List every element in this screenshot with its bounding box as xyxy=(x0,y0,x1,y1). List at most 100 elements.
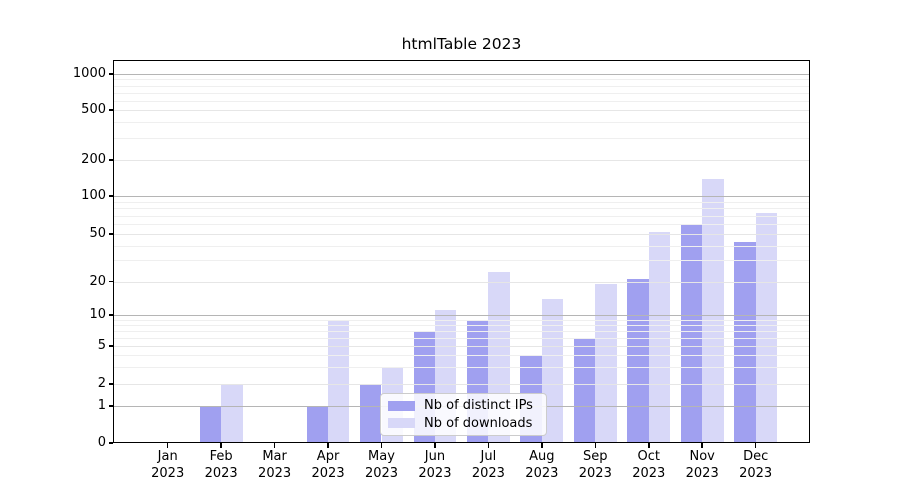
gridline-minor xyxy=(113,201,810,203)
x-tick-month: Feb xyxy=(209,449,233,464)
gridline-minor xyxy=(113,324,810,326)
x-tick-month: Dec xyxy=(743,449,769,464)
gridline-minor xyxy=(113,319,810,321)
bar-ips-sep xyxy=(573,337,596,443)
gridline xyxy=(113,160,810,161)
y-tick xyxy=(109,233,113,235)
x-tick-label: Dec 2023 xyxy=(726,449,786,482)
x-tick xyxy=(754,443,757,448)
x-tick-label: Jun 2023 xyxy=(405,449,465,482)
x-tick xyxy=(327,443,329,448)
gridline-major xyxy=(113,195,810,197)
y-tick-label: 500 xyxy=(81,102,106,117)
x-tick-year: 2023 xyxy=(258,465,292,481)
x-tick-month: Apr xyxy=(316,449,340,464)
legend-swatch-downloads xyxy=(388,418,415,429)
y-tick xyxy=(109,73,113,75)
x-tick-year: 2023 xyxy=(632,465,666,481)
y-tick-label: 5 xyxy=(97,338,106,353)
x-tick xyxy=(648,443,650,448)
gridline xyxy=(113,110,810,111)
gridline-minor xyxy=(113,224,810,225)
y-tick-label: 2 xyxy=(97,376,106,391)
legend-label: Nb of distinct IPs xyxy=(424,398,533,414)
bar-downloads-oct xyxy=(648,231,671,443)
x-tick xyxy=(487,443,490,448)
x-tick-label: Jul 2023 xyxy=(458,449,518,482)
x-tick-label: Feb 2023 xyxy=(191,449,251,482)
x-tick-month: Oct xyxy=(637,449,660,464)
x-tick-month: Mar xyxy=(262,449,287,464)
x-tick xyxy=(594,443,597,448)
x-tick-year: 2023 xyxy=(151,465,185,481)
x-tick xyxy=(220,443,222,448)
bar-downloads-nov xyxy=(702,179,724,443)
bar-ips-dec xyxy=(734,241,756,443)
y-tick-label: 20 xyxy=(89,273,106,289)
bar-downloads-apr xyxy=(328,319,350,443)
gridline-minor xyxy=(113,355,810,357)
y-tick-label: 0 xyxy=(97,435,106,450)
bar-ips-nov xyxy=(680,224,703,443)
x-tick-month: Aug xyxy=(529,449,555,464)
y-tick xyxy=(109,383,113,385)
x-tick xyxy=(380,443,383,448)
legend-swatch-distinct-ips xyxy=(388,400,415,411)
gridline-minor xyxy=(113,208,810,210)
x-tick xyxy=(434,443,436,448)
y-tick-label: 50 xyxy=(89,226,106,241)
gridline-minor xyxy=(113,337,810,339)
y-tick-label: 1 xyxy=(97,398,106,413)
y-tick xyxy=(109,442,113,444)
x-tick-year: 2023 xyxy=(364,465,399,481)
chart-title: htmlTable 2023 xyxy=(401,35,522,53)
x-tick-year: 2023 xyxy=(311,465,345,481)
x-tick xyxy=(541,443,543,448)
x-tick-label: Oct 2023 xyxy=(619,449,679,482)
bar-ips-may xyxy=(360,384,382,443)
bar-ips-oct xyxy=(627,278,649,443)
x-tick-year: 2023 xyxy=(471,465,505,481)
gridline-minor xyxy=(113,245,810,247)
x-tick-label: Aug 2023 xyxy=(512,449,572,482)
y-tick xyxy=(109,345,113,347)
gridline-minor xyxy=(113,330,810,332)
bar-downloads-aug xyxy=(541,298,564,443)
x-tick-month: Jan xyxy=(157,449,178,464)
x-tick-month: May xyxy=(368,449,395,464)
y-tick xyxy=(109,195,113,197)
x-tick-month: Sep xyxy=(583,449,608,464)
x-tick-year: 2023 xyxy=(418,465,452,481)
gridline-minor xyxy=(113,100,810,102)
bar-downloads-dec xyxy=(755,213,778,443)
gridline-major xyxy=(113,73,810,75)
y-tick-label: 100 xyxy=(81,188,106,203)
gridline-minor xyxy=(113,215,810,217)
y-tick xyxy=(109,405,113,407)
x-tick xyxy=(166,443,169,448)
bar-downloads-feb xyxy=(221,384,243,443)
x-tick-label: Jan 2023 xyxy=(138,449,198,482)
bar-ips-apr xyxy=(306,406,329,443)
bar-downloads-sep xyxy=(595,283,617,443)
y-tick xyxy=(109,280,113,283)
x-tick-year: 2023 xyxy=(525,465,559,481)
x-tick xyxy=(701,443,703,448)
x-tick-label: Sep 2023 xyxy=(565,449,625,482)
x-tick-label: Apr 2023 xyxy=(298,449,358,482)
x-tick-year: 2023 xyxy=(578,465,612,481)
plot-area: Nb of distinct IPs Nb of downloads xyxy=(113,60,810,443)
x-tick-month: Jul xyxy=(480,449,497,464)
y-tick-label: 10 xyxy=(89,307,106,322)
legend: Nb of distinct IPs Nb of downloads xyxy=(380,393,547,436)
bar-ips-feb xyxy=(199,406,222,443)
y-tick xyxy=(109,159,113,161)
x-tick-label: May 2023 xyxy=(352,449,412,482)
x-tick-year: 2023 xyxy=(204,465,238,481)
x-tick xyxy=(273,443,276,448)
gridline-minor xyxy=(113,367,810,369)
gridline-minor xyxy=(113,137,810,139)
x-tick-month: Jun xyxy=(424,449,446,464)
x-tick-label: Nov 2023 xyxy=(672,449,732,482)
